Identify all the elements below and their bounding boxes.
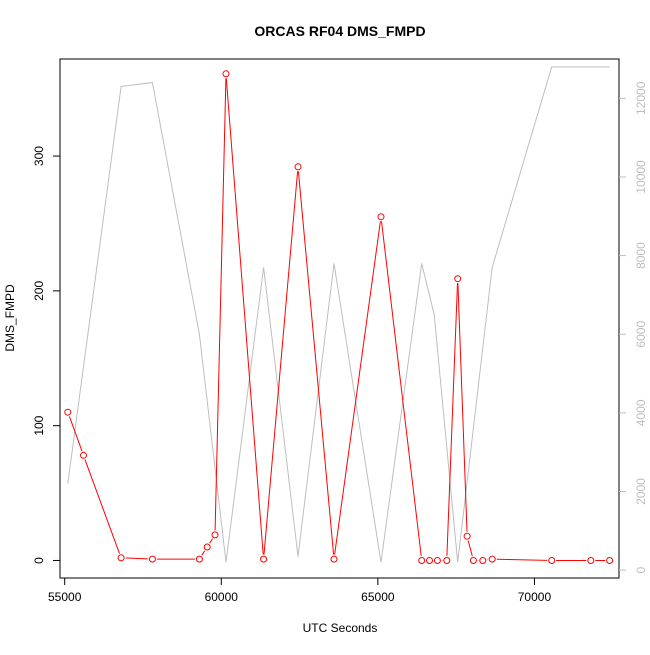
plot-frame (59, 58, 620, 579)
data-point (479, 557, 487, 564)
primary-series-segment (68, 416, 83, 452)
y2-tick-label: 12000 (634, 81, 648, 115)
data-point (433, 557, 441, 564)
primary-series-segment (334, 221, 381, 555)
x-tick-label: 60000 (205, 590, 239, 604)
primary-series-segment (381, 221, 422, 557)
y-tick-label: 100 (32, 415, 46, 435)
data-point (294, 163, 302, 171)
data-point (195, 555, 203, 563)
primary-series-segment (297, 171, 335, 555)
data-point (606, 557, 614, 564)
data-point (426, 557, 433, 564)
data-point (469, 557, 477, 564)
primary-series-segment (457, 283, 468, 532)
data-point (148, 555, 156, 563)
x-tick-label: 55000 (48, 590, 82, 604)
primary-series-segment (225, 78, 264, 555)
y2-tick-label: 2000 (634, 478, 648, 505)
y-tick-label: 300 (32, 146, 46, 166)
y-axis-label: DMS_FMPD (3, 284, 17, 352)
secondary-series-line (67, 66, 610, 563)
chart-title: ORCAS RF04 DMS_FMPD (254, 23, 425, 39)
data-point (463, 532, 471, 540)
data-point (377, 213, 385, 221)
x-tick-label: 65000 (361, 590, 395, 604)
y2-tick-label: 8000 (634, 242, 648, 269)
y2-tick-label: 10000 (634, 160, 648, 194)
primary-series-segment (496, 558, 548, 561)
data-point (260, 555, 268, 563)
data-point (330, 555, 338, 563)
axes-layer: 55000 60000 65000 70000 0 100 200 300 0 2000 4000 6… (32, 81, 648, 604)
y2-tick-label: 4000 (634, 399, 648, 426)
primary-series-segment (446, 283, 458, 557)
series-layer (64, 66, 614, 564)
data-point (488, 555, 496, 563)
x-axis-label: UTC Seconds (303, 621, 378, 635)
data-point (203, 543, 211, 551)
data-point (587, 557, 595, 564)
primary-series-segment (214, 78, 227, 531)
primary-series-segment (263, 171, 299, 555)
data-point (222, 70, 230, 78)
y-tick-label: 0 (32, 557, 46, 564)
data-point (64, 408, 72, 416)
primary-series-segment (84, 459, 120, 554)
primary-series-segment (125, 557, 148, 560)
primary-series-segment (201, 550, 206, 556)
data-point (117, 554, 125, 562)
data-point (418, 557, 426, 564)
y2-tick-label: 6000 (634, 321, 648, 348)
x-tick-label: 70000 (518, 590, 552, 604)
data-point (211, 531, 219, 539)
primary-series-segment (467, 540, 473, 557)
data-point (548, 557, 556, 564)
data-point (454, 275, 462, 283)
data-point (80, 451, 87, 459)
data-point (443, 557, 451, 564)
y-tick-label: 200 (32, 281, 46, 301)
y2-tick-label: 0 (634, 566, 648, 573)
primary-series-segment (209, 538, 214, 544)
